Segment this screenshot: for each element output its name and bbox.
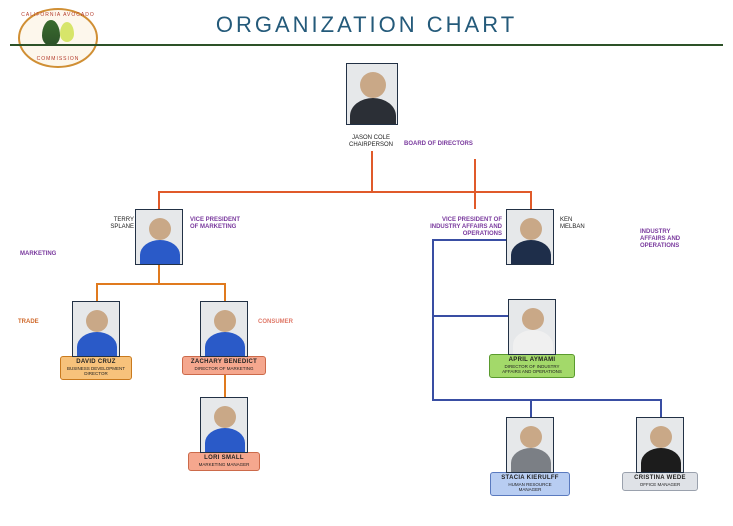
header-rule	[10, 44, 723, 46]
node-vp-ops	[506, 209, 554, 265]
conn-mkt-vl	[96, 283, 98, 301]
stacia-name: STACIA KIERULFF	[494, 475, 566, 482]
conn-mkt-vr	[224, 283, 226, 301]
conn-mkt-v	[158, 265, 160, 283]
april-role: DIRECTOR OF INDUSTRY AFFAIRS AND OPERATI…	[493, 364, 571, 374]
lori-name: LORI SMALL	[192, 455, 256, 462]
trade-label: TRADE	[18, 319, 39, 326]
node-cristina: CRISTINA WEDE OFFICE MANAGER	[636, 417, 684, 491]
chair-name-block: JASON COLE CHAIRPERSON	[326, 135, 416, 149]
vp-marketing-role: VICE PRESIDENT OF MARKETING	[190, 217, 240, 231]
conn-top-hr	[474, 191, 532, 193]
vp-marketing-name: TERRY SPLANE	[98, 217, 134, 231]
consumer-label: CONSUMER	[258, 319, 293, 326]
april-name: APRIL AYMAMI	[493, 357, 571, 364]
vp-ops-name: KEN MELBAN	[560, 217, 585, 231]
chair-name: JASON COLE	[326, 135, 416, 142]
conn-ops-v2	[530, 399, 532, 417]
stacia-role: HUMAN RESOURCE MANAGER	[494, 482, 566, 492]
node-chairperson	[346, 63, 398, 125]
conn-ops-htop	[432, 239, 506, 241]
cristina-role: OFFICE MANAGER	[626, 482, 694, 487]
photo-vp-ops	[506, 209, 554, 265]
marketing-dept-label: MARKETING	[20, 251, 56, 258]
cristina-name: CRISTINA WEDE	[626, 475, 694, 482]
node-david-cruz: DAVID CRUZ BUSINESS DEVELOPMENT DIRECTOR	[72, 301, 120, 380]
page-title: ORGANIZATION CHART	[0, 12, 733, 38]
conn-ops-vmain	[432, 239, 434, 399]
node-lori: LORI SMALL MARKETING MANAGER	[200, 397, 248, 471]
node-vp-marketing	[135, 209, 183, 265]
conn-top-h	[158, 191, 476, 193]
conn-top-vr2	[530, 191, 532, 209]
conn-ops-h2	[432, 399, 662, 401]
vp-ops-role: VICE PRESIDENT OF INDUSTRY AFFAIRS AND O…	[420, 217, 502, 239]
conn-top-vl	[158, 191, 160, 209]
org-chart: JASON COLE CHAIRPERSON BOARD OF DIRECTOR…	[0, 55, 733, 526]
photo-vp-marketing	[135, 209, 183, 265]
david-role: BUSINESS DEVELOPMENT DIRECTOR	[64, 366, 128, 376]
conn-mkt-h	[96, 283, 226, 285]
lori-role: MARKETING MANAGER	[192, 462, 256, 467]
node-stacia: STACIA KIERULFF HUMAN RESOURCE MANAGER	[506, 417, 554, 496]
conn-top-v	[371, 151, 373, 191]
zach-name: ZACHARY BENEDICT	[186, 359, 262, 366]
photo-chairperson	[346, 63, 398, 125]
chair-role: CHAIRPERSON	[326, 142, 416, 149]
david-name: DAVID CRUZ	[64, 359, 128, 366]
conn-top-vr	[474, 159, 476, 209]
ops-dept-label: INDUSTRY AFFAIRS AND OPERATIONS	[640, 229, 680, 251]
zach-role: DIRECTOR OF MARKETING	[186, 366, 262, 371]
conn-ops-v3	[660, 399, 662, 417]
node-april: APRIL AYMAMI DIRECTOR OF INDUSTRY AFFAIR…	[508, 299, 556, 378]
node-zachary: ZACHARY BENEDICT DIRECTOR OF MARKETING	[200, 301, 248, 375]
board-label: BOARD OF DIRECTORS	[404, 141, 473, 148]
conn-mkt-vdown	[224, 375, 226, 397]
conn-ops-h1	[432, 315, 508, 317]
